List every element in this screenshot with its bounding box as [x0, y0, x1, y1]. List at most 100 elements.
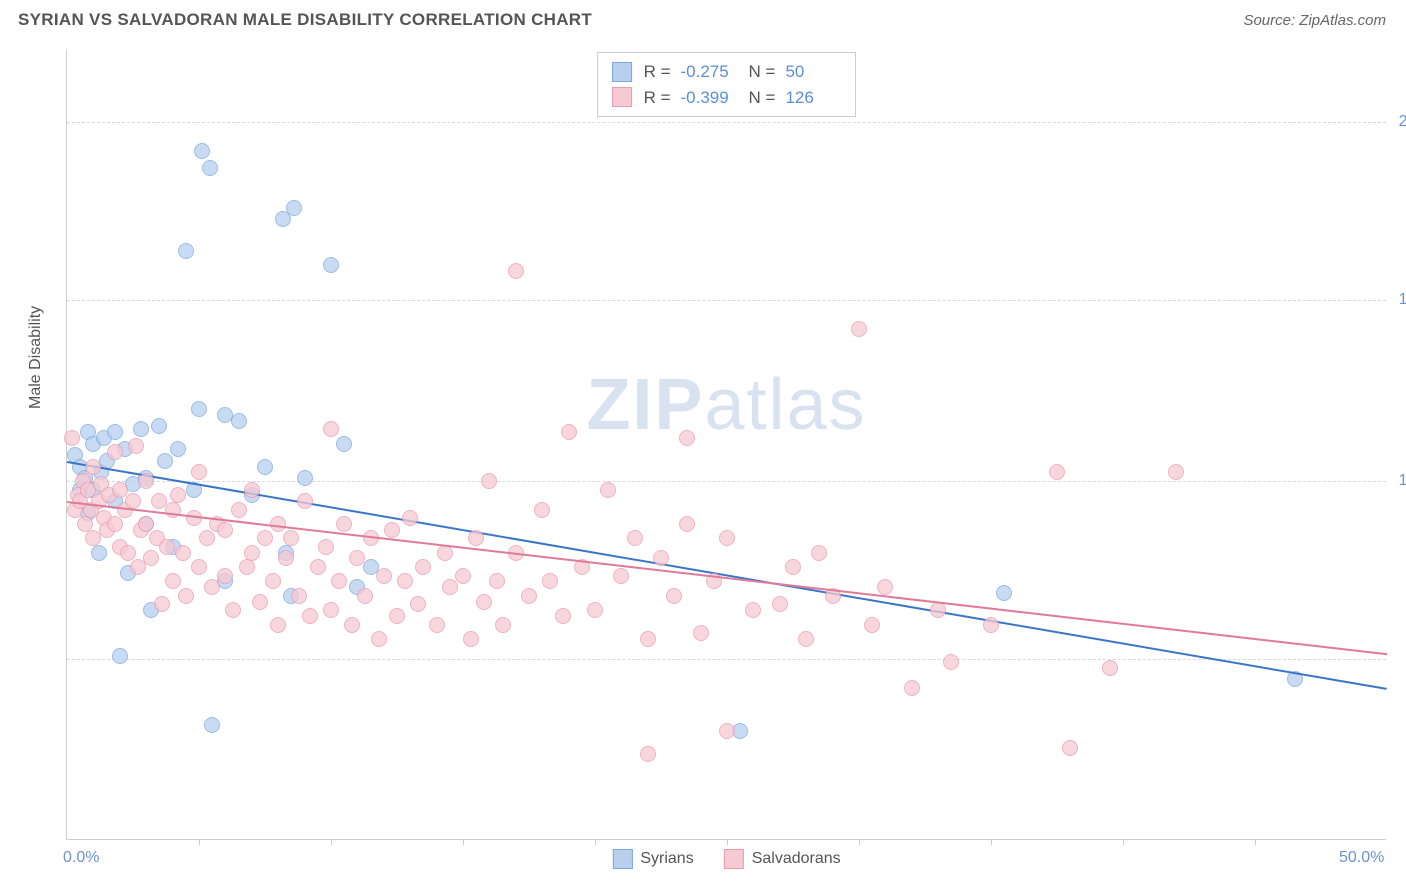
scatter-point [297, 493, 313, 509]
scatter-point [159, 539, 175, 555]
scatter-point [349, 550, 365, 566]
scatter-point [310, 559, 326, 575]
scatter-point [442, 579, 458, 595]
grid-line [67, 481, 1386, 482]
scatter-point [996, 585, 1012, 601]
legend-stats: R =-0.275N =50R =-0.399N =126 [597, 52, 857, 117]
y-tick-label: 25.0% [1399, 113, 1406, 131]
legend-swatch [612, 62, 632, 82]
scatter-point [877, 579, 893, 595]
scatter-point [239, 559, 255, 575]
scatter-point [286, 200, 302, 216]
scatter-point [112, 482, 128, 498]
scatter-point [107, 516, 123, 532]
x-tick-label: 50.0% [1339, 849, 1384, 867]
scatter-point [344, 617, 360, 633]
scatter-point [336, 436, 352, 452]
scatter-point [397, 573, 413, 589]
x-tick [1123, 839, 1124, 845]
scatter-point [217, 522, 233, 538]
scatter-point [191, 464, 207, 480]
chart-container: Male Disability ZIPatlas 6.3%12.5%18.8%2… [48, 50, 1388, 850]
x-tick [199, 839, 200, 845]
scatter-point [302, 608, 318, 624]
scatter-point [157, 453, 173, 469]
scatter-point [265, 573, 281, 589]
scatter-point [112, 648, 128, 664]
scatter-point [175, 545, 191, 561]
x-tick [991, 839, 992, 845]
scatter-point [627, 530, 643, 546]
scatter-point [1102, 660, 1118, 676]
grid-line [67, 122, 1386, 123]
legend-series: Syrians Salvadorans [612, 849, 840, 869]
scatter-point [297, 470, 313, 486]
scatter-point [244, 545, 260, 561]
legend-stats-row: R =-0.399N =126 [612, 85, 842, 111]
scatter-point [745, 602, 761, 618]
scatter-point [719, 723, 735, 739]
scatter-point [170, 441, 186, 457]
scatter-point [798, 631, 814, 647]
watermark-suffix: atlas [704, 365, 866, 445]
scatter-point [231, 502, 247, 518]
scatter-point [278, 550, 294, 566]
stat-r-label: R = [644, 59, 671, 85]
scatter-point [1062, 740, 1078, 756]
scatter-point [283, 530, 299, 546]
legend-series-item: Syrians [612, 849, 693, 869]
stat-r-value: -0.399 [681, 85, 737, 111]
scatter-point [534, 502, 550, 518]
scatter-point [138, 473, 154, 489]
scatter-point [811, 545, 827, 561]
scatter-point [679, 430, 695, 446]
scatter-point [170, 487, 186, 503]
scatter-point [191, 401, 207, 417]
legend-series-item: Salvadorans [724, 849, 841, 869]
y-tick-label: 18.8% [1399, 291, 1406, 309]
scatter-point [323, 257, 339, 273]
scatter-point [640, 746, 656, 762]
scatter-point [653, 550, 669, 566]
scatter-point [178, 243, 194, 259]
scatter-point [107, 444, 123, 460]
scatter-point [489, 573, 505, 589]
trend-line [67, 461, 1387, 690]
chart-source: Source: ZipAtlas.com [1243, 12, 1386, 29]
stat-n-value: 50 [785, 59, 841, 85]
scatter-point [384, 522, 400, 538]
scatter-point [191, 559, 207, 575]
chart-header: SYRIAN VS SALVADORAN MALE DISABILITY COR… [0, 0, 1406, 36]
scatter-point [561, 424, 577, 440]
scatter-point [785, 559, 801, 575]
scatter-point [194, 143, 210, 159]
scatter-point [508, 263, 524, 279]
scatter-point [943, 654, 959, 670]
scatter-point [331, 573, 347, 589]
scatter-point [125, 493, 141, 509]
scatter-point [291, 588, 307, 604]
x-tick [463, 839, 464, 845]
scatter-point [270, 617, 286, 633]
plot-area: ZIPatlas 6.3%12.5%18.8%25.0%0.0%50.0%R =… [66, 50, 1386, 840]
y-tick-label: 12.5% [1399, 472, 1406, 490]
scatter-point [851, 321, 867, 337]
scatter-point [257, 530, 273, 546]
scatter-point [463, 631, 479, 647]
scatter-point [1168, 464, 1184, 480]
scatter-point [257, 459, 273, 475]
scatter-point [930, 602, 946, 618]
scatter-point [468, 530, 484, 546]
legend-series-label: Syrians [640, 850, 693, 868]
legend-series-label: Salvadorans [752, 850, 841, 868]
x-tick [331, 839, 332, 845]
scatter-point [415, 559, 431, 575]
scatter-point [128, 438, 144, 454]
scatter-point [138, 516, 154, 532]
scatter-point [107, 424, 123, 440]
scatter-point [204, 579, 220, 595]
scatter-point [252, 594, 268, 610]
scatter-point [640, 631, 656, 647]
scatter-point [1049, 464, 1065, 480]
scatter-point [666, 588, 682, 604]
